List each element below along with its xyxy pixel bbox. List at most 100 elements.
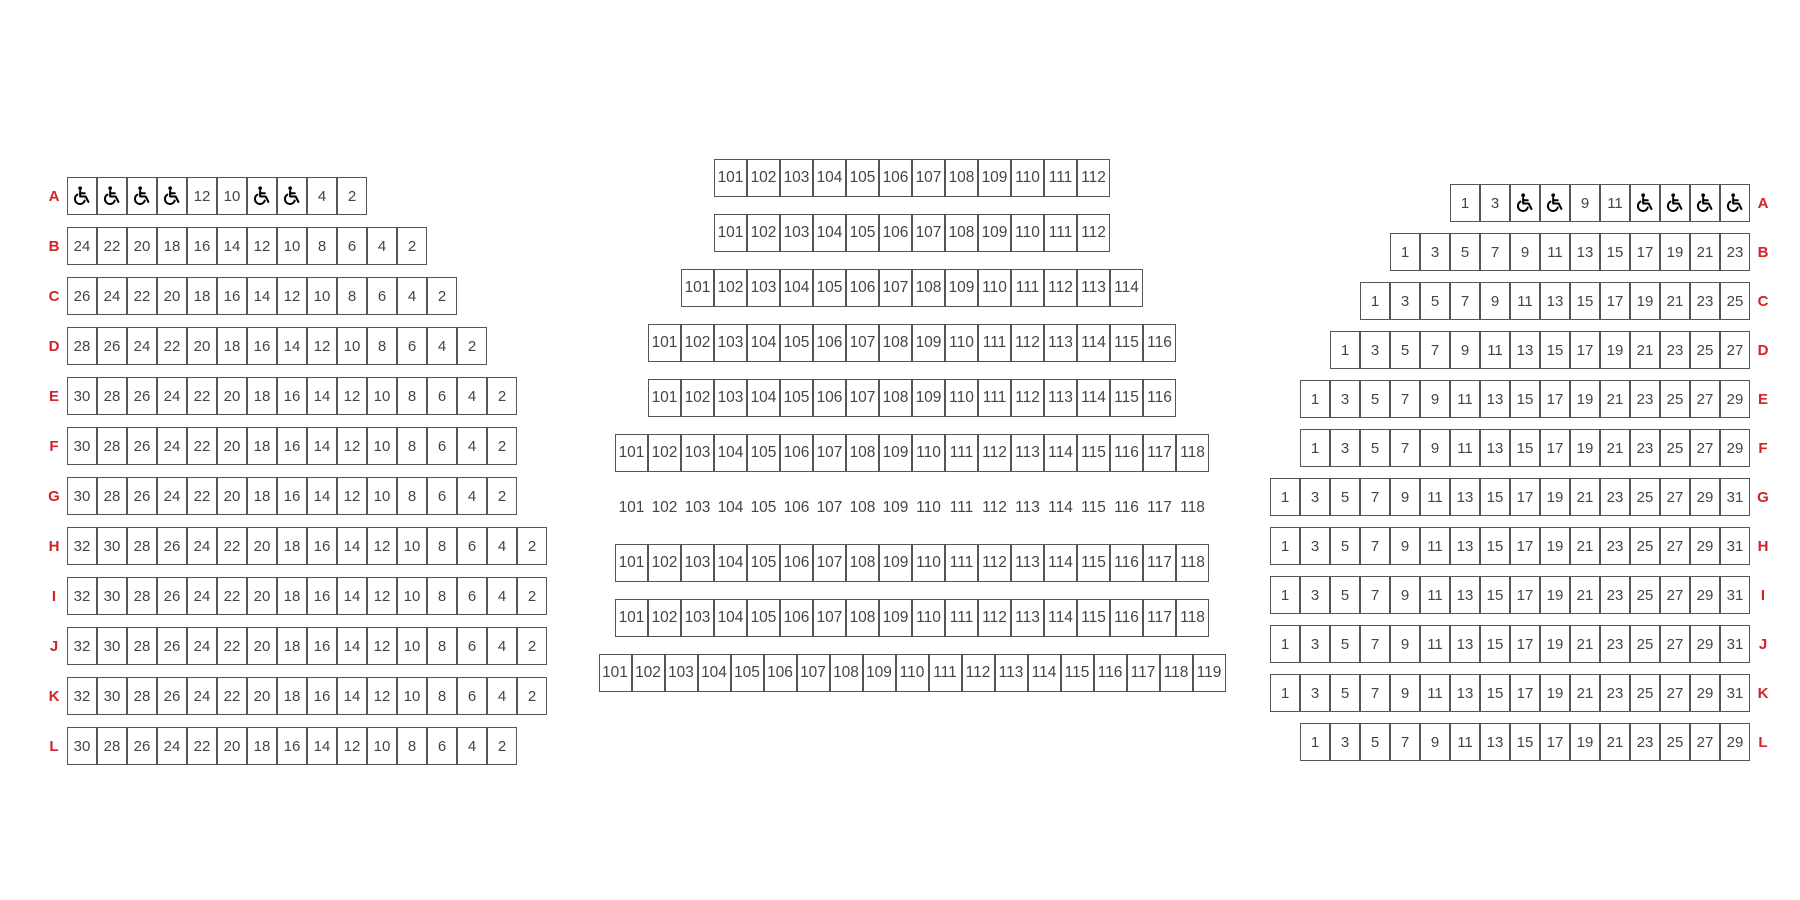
- seat[interactable]: 16: [187, 227, 217, 265]
- seat[interactable]: 27: [1690, 429, 1720, 467]
- seat[interactable]: 5: [1330, 625, 1360, 663]
- seat[interactable]: 109: [912, 324, 945, 362]
- seat[interactable]: 116: [1110, 599, 1143, 637]
- seat[interactable]: 6: [427, 377, 457, 415]
- seat[interactable]: 102: [648, 544, 681, 582]
- seat[interactable]: 104: [813, 159, 846, 197]
- seat[interactable]: 17: [1630, 233, 1660, 271]
- seat[interactable]: 2: [457, 327, 487, 365]
- seat[interactable]: 115: [1077, 489, 1110, 527]
- seat[interactable]: 20: [217, 427, 247, 465]
- seat[interactable]: 27: [1660, 576, 1690, 614]
- seat[interactable]: 23: [1600, 625, 1630, 663]
- seat[interactable]: 18: [247, 727, 277, 765]
- seat[interactable]: 29: [1690, 576, 1720, 614]
- seat[interactable]: 23: [1720, 233, 1750, 271]
- seat[interactable]: 1: [1390, 233, 1420, 271]
- seat[interactable]: 18: [187, 277, 217, 315]
- seat[interactable]: 7: [1480, 233, 1510, 271]
- seat[interactable]: 117: [1143, 544, 1176, 582]
- seat[interactable]: 15: [1540, 331, 1570, 369]
- accessible-seat[interactable]: [97, 177, 127, 215]
- seat[interactable]: 8: [367, 327, 397, 365]
- seat[interactable]: 9: [1390, 478, 1420, 516]
- seat[interactable]: 113: [994, 654, 1028, 692]
- seat[interactable]: 25: [1660, 380, 1690, 418]
- seat[interactable]: 113: [1011, 434, 1044, 472]
- seat[interactable]: 115: [1077, 434, 1110, 472]
- seat[interactable]: 20: [217, 477, 247, 515]
- seat[interactable]: 26: [67, 277, 97, 315]
- seat[interactable]: 17: [1510, 527, 1540, 565]
- seat[interactable]: 31: [1720, 674, 1750, 712]
- seat[interactable]: 103: [681, 489, 714, 527]
- seat[interactable]: 1: [1270, 527, 1300, 565]
- seat[interactable]: 2: [487, 477, 517, 515]
- seat[interactable]: 26: [97, 327, 127, 365]
- seat[interactable]: 116: [1110, 544, 1143, 582]
- seat[interactable]: 116: [1110, 434, 1143, 472]
- seat[interactable]: 17: [1510, 478, 1540, 516]
- seat[interactable]: 19: [1540, 576, 1570, 614]
- seat[interactable]: 111: [945, 434, 978, 472]
- seat[interactable]: 25: [1690, 331, 1720, 369]
- seat[interactable]: 118: [1176, 434, 1209, 472]
- seat[interactable]: 113: [1011, 599, 1044, 637]
- seat[interactable]: 112: [978, 434, 1011, 472]
- seat[interactable]: 30: [97, 527, 127, 565]
- seat[interactable]: 1: [1360, 282, 1390, 320]
- seat[interactable]: 7: [1360, 478, 1390, 516]
- seat[interactable]: 20: [187, 327, 217, 365]
- seat[interactable]: 7: [1450, 282, 1480, 320]
- accessible-seat[interactable]: [1510, 184, 1540, 222]
- seat[interactable]: 9: [1420, 429, 1450, 467]
- seat[interactable]: 4: [487, 577, 517, 615]
- seat[interactable]: 105: [747, 434, 780, 472]
- seat[interactable]: 101: [681, 269, 714, 307]
- seat[interactable]: 3: [1300, 527, 1330, 565]
- seat[interactable]: 2: [487, 427, 517, 465]
- seat[interactable]: 111: [1044, 159, 1077, 197]
- seat[interactable]: 115: [1077, 544, 1110, 582]
- seat[interactable]: 101: [615, 599, 648, 637]
- seat[interactable]: 26: [127, 427, 157, 465]
- seat[interactable]: 26: [127, 727, 157, 765]
- seat[interactable]: 4: [397, 277, 427, 315]
- seat[interactable]: 22: [187, 427, 217, 465]
- seat[interactable]: 27: [1660, 527, 1690, 565]
- seat[interactable]: 111: [978, 324, 1011, 362]
- seat[interactable]: 103: [780, 159, 813, 197]
- seat[interactable]: 114: [1077, 379, 1110, 417]
- seat[interactable]: 117: [1143, 599, 1176, 637]
- seat[interactable]: 11: [1420, 527, 1450, 565]
- seat[interactable]: 103: [714, 324, 747, 362]
- seat[interactable]: 13: [1480, 723, 1510, 761]
- seat[interactable]: 14: [337, 627, 367, 665]
- seat[interactable]: 112: [978, 599, 1011, 637]
- seat[interactable]: 113: [1011, 489, 1044, 527]
- seat[interactable]: 4: [307, 177, 337, 215]
- seat[interactable]: 115: [1077, 599, 1110, 637]
- seat[interactable]: 112: [961, 654, 995, 692]
- seat[interactable]: 14: [307, 427, 337, 465]
- seat[interactable]: 101: [648, 379, 681, 417]
- seat[interactable]: 20: [247, 677, 277, 715]
- seat[interactable]: 110: [912, 434, 945, 472]
- seat[interactable]: 10: [397, 527, 427, 565]
- seat[interactable]: 21: [1660, 282, 1690, 320]
- seat[interactable]: 101: [714, 159, 747, 197]
- seat[interactable]: 110: [912, 599, 945, 637]
- seat[interactable]: 12: [337, 477, 367, 515]
- seat[interactable]: 8: [427, 527, 457, 565]
- seat[interactable]: 26: [157, 627, 187, 665]
- seat[interactable]: 104: [714, 544, 747, 582]
- seat[interactable]: 114: [1044, 434, 1077, 472]
- seat[interactable]: 103: [681, 544, 714, 582]
- seat[interactable]: 104: [714, 434, 747, 472]
- seat[interactable]: 16: [277, 727, 307, 765]
- seat[interactable]: 102: [681, 379, 714, 417]
- seat[interactable]: 23: [1600, 527, 1630, 565]
- seat[interactable]: 12: [367, 677, 397, 715]
- seat[interactable]: 111: [1011, 269, 1044, 307]
- seat[interactable]: 30: [97, 677, 127, 715]
